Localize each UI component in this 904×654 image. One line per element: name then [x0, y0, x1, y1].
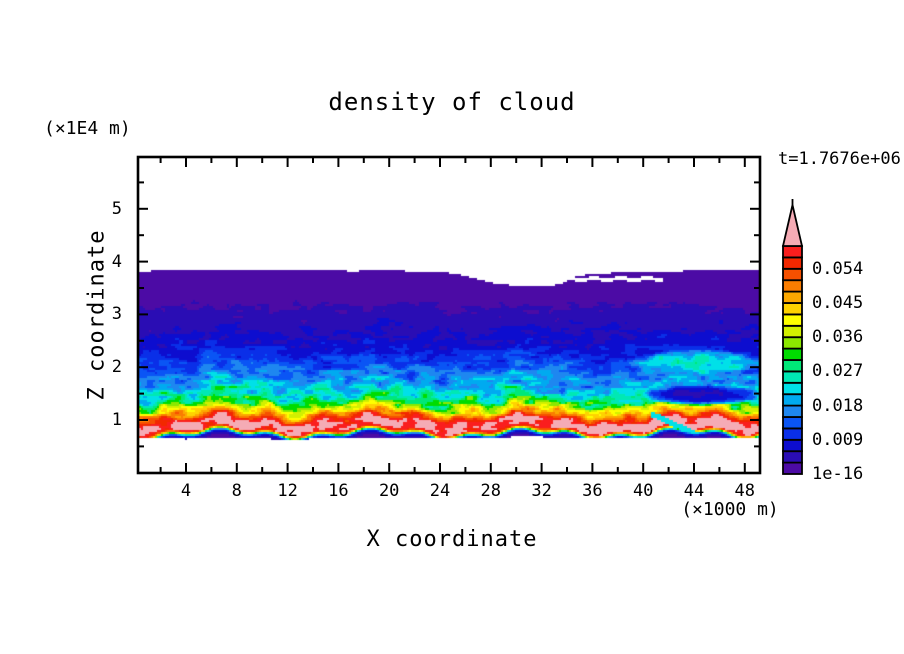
y-tick-label: 1	[111, 410, 122, 430]
colorbar-segment	[782, 393, 803, 407]
colorbar-segment	[782, 359, 803, 373]
colorbar-segment	[782, 324, 803, 339]
colorbar-tick-label: 0.054	[812, 258, 864, 279]
colorbar-segment	[782, 313, 803, 327]
x-tick-label: 32	[531, 481, 552, 501]
colorbar-tick-label: 0.018	[812, 395, 864, 416]
time-annotation: t=1.7676e+06	[778, 149, 901, 169]
colorbar-segment	[782, 438, 803, 453]
y-tick-label: 3	[111, 304, 122, 325]
colorbar-segment	[782, 279, 803, 293]
colorbar-segment	[782, 290, 803, 304]
y-tick-label: 5	[111, 198, 122, 219]
colorbar-segment	[782, 347, 803, 361]
colorbar-segment	[782, 336, 803, 350]
x-tick-label: 48	[734, 481, 756, 501]
colorbar-segment	[782, 404, 803, 418]
y-axis-unit-label: (×1E4 m)	[44, 118, 131, 139]
x-axis-unit-label: (×1000 m)	[681, 499, 779, 520]
colorbar-segment	[782, 267, 803, 282]
y-tick-label: 2	[111, 357, 122, 378]
x-tick-label: 12	[277, 481, 298, 501]
x-tick-label: 36	[582, 481, 603, 501]
colorbar-tick-label: 0.045	[812, 293, 864, 313]
x-tick-label: 20	[378, 481, 400, 501]
x-tick-label: 28	[480, 481, 502, 501]
colorbar-tick-label: 0.009	[812, 429, 864, 450]
colorbar-tick-label: 0.027	[812, 361, 864, 382]
colorbar-over-arrow	[781, 204, 804, 247]
density-field-heatmap	[137, 156, 761, 474]
colorbar-segment	[782, 370, 803, 384]
x-tick-label: 40	[632, 481, 654, 501]
colorbar-segment	[782, 302, 803, 316]
x-axis-title: X coordinate	[366, 527, 538, 552]
colorbar-segment	[782, 427, 803, 441]
colorbar-segment	[782, 381, 803, 396]
x-tick-label: 44	[683, 481, 705, 501]
x-tick-label: 4	[180, 481, 192, 501]
y-tick-label: 4	[111, 251, 122, 272]
x-tick-label: 24	[429, 481, 451, 501]
x-tick-label: 16	[328, 481, 349, 501]
colorbar-segment	[782, 245, 803, 259]
colorbar-segment	[782, 416, 803, 430]
colorbar-segment	[782, 461, 803, 475]
colorbar-segment	[782, 450, 803, 464]
x-tick-label: 8	[231, 481, 242, 501]
colorbar-segment	[782, 256, 803, 270]
colorbar-tick-label: 1e-16	[812, 464, 864, 484]
chart-title: density of cloud	[328, 88, 576, 116]
colorbar-tick-label: 0.036	[812, 327, 864, 348]
